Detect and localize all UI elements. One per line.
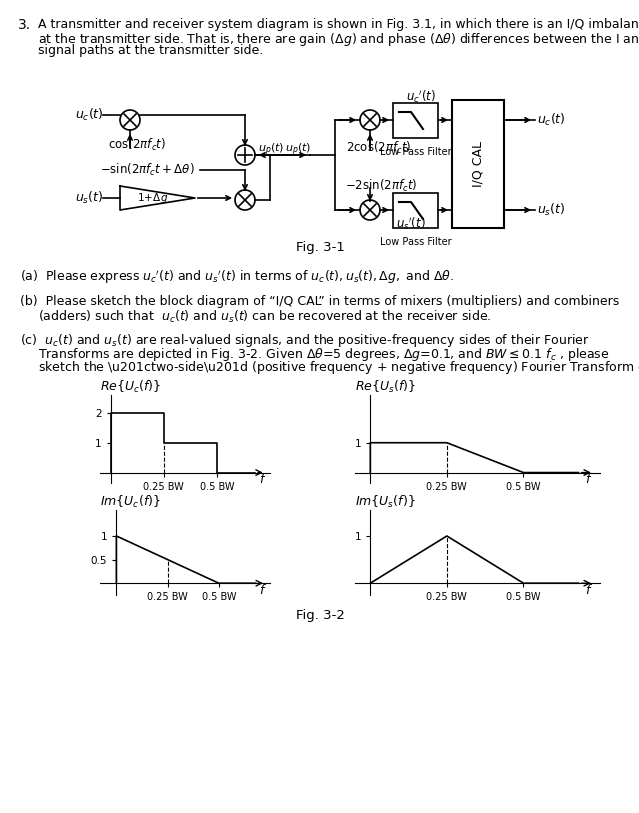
Text: Fig. 3-1: Fig. 3-1 [296, 241, 344, 254]
Text: 3.: 3. [18, 18, 31, 32]
Text: (adders) such that  $u_c(t)$ and $u_s(t)$ can be recovered at the receiver side.: (adders) such that $u_c(t)$ and $u_s(t)$… [38, 309, 491, 325]
Text: $f$: $f$ [585, 583, 593, 597]
Text: $Im\{U_s(f)\}$: $Im\{U_s(f)\}$ [355, 494, 415, 510]
Text: $\cos(2\pi f_c t)$: $\cos(2\pi f_c t)$ [108, 137, 166, 153]
Text: $f$: $f$ [259, 472, 266, 485]
Text: I/Q CAL: I/Q CAL [472, 141, 484, 187]
Bar [452, 100, 504, 228]
Text: Fig. 3-2: Fig. 3-2 [296, 608, 344, 621]
Text: Low Pass Filter: Low Pass Filter [380, 147, 451, 157]
Bar [393, 103, 438, 138]
Text: $Im\{U_c(f)\}$: $Im\{U_c(f)\}$ [100, 494, 161, 510]
Bar [393, 193, 438, 228]
Text: at the transmitter side. That is, there are gain ($\Delta g$) and phase ($\Delta: at the transmitter side. That is, there … [38, 31, 639, 48]
Text: $2\cos(2\pi f_c t)$: $2\cos(2\pi f_c t)$ [346, 140, 412, 156]
Text: $u_s{}'(t)$: $u_s{}'(t)$ [396, 215, 426, 233]
Text: $u_c(t)$: $u_c(t)$ [75, 107, 104, 123]
Text: $Re\{U_c(f)\}$: $Re\{U_c(f)\}$ [100, 379, 161, 395]
Text: $u_c(t)$: $u_c(t)$ [537, 112, 566, 128]
Text: $-2\sin(2\pi f_c t)$: $-2\sin(2\pi f_c t)$ [345, 178, 417, 194]
Text: $1\!+\!\Delta g$: $1\!+\!\Delta g$ [137, 191, 168, 205]
Text: Low Pass Filter: Low Pass Filter [380, 237, 451, 247]
Text: sketch the \u201ctwo-side\u201d (positive frequency + negative frequency) Fourie: sketch the \u201ctwo-side\u201d (positiv… [38, 360, 639, 378]
Text: Transforms are depicted in Fig. 3-2. Given $\Delta\theta$=5 degrees, $\Delta g$=: Transforms are depicted in Fig. 3-2. Giv… [38, 346, 610, 363]
Text: $-\sin(2\pi f_c t + \Delta\theta)$: $-\sin(2\pi f_c t + \Delta\theta)$ [100, 162, 195, 178]
Text: $u_c{}'(t)$: $u_c{}'(t)$ [406, 89, 435, 106]
Text: (c)  $u_c(t)$ and $u_s(t)$ are real-valued signals, and the positive-frequency s: (c) $u_c(t)$ and $u_s(t)$ are real-value… [20, 332, 590, 349]
Text: A transmitter and receiver system diagram is shown in Fig. 3.1, in which there i: A transmitter and receiver system diagra… [38, 18, 639, 31]
Text: (b)  Please sketch the block diagram of “I/Q CAL” in terms of mixers (multiplier: (b) Please sketch the block diagram of “… [20, 295, 619, 308]
Text: $f$: $f$ [259, 583, 267, 597]
Text: signal paths at the transmitter side.: signal paths at the transmitter side. [38, 44, 263, 57]
Text: $Re\{U_s(f)\}$: $Re\{U_s(f)\}$ [355, 379, 416, 395]
Text: $u_p(t)$: $u_p(t)$ [258, 141, 284, 159]
Text: $f$: $f$ [585, 472, 593, 485]
Text: $u_p(t)$: $u_p(t)$ [285, 141, 311, 159]
Text: $u_s(t)$: $u_s(t)$ [537, 202, 566, 218]
Text: (a)  Please express $u_c{}'(t)$ and $u_s{}'(t)$ in terms of $u_c(t), u_s(t), \De: (a) Please express $u_c{}'(t)$ and $u_s{… [20, 268, 454, 285]
Text: $u_s(t)$: $u_s(t)$ [75, 190, 104, 206]
